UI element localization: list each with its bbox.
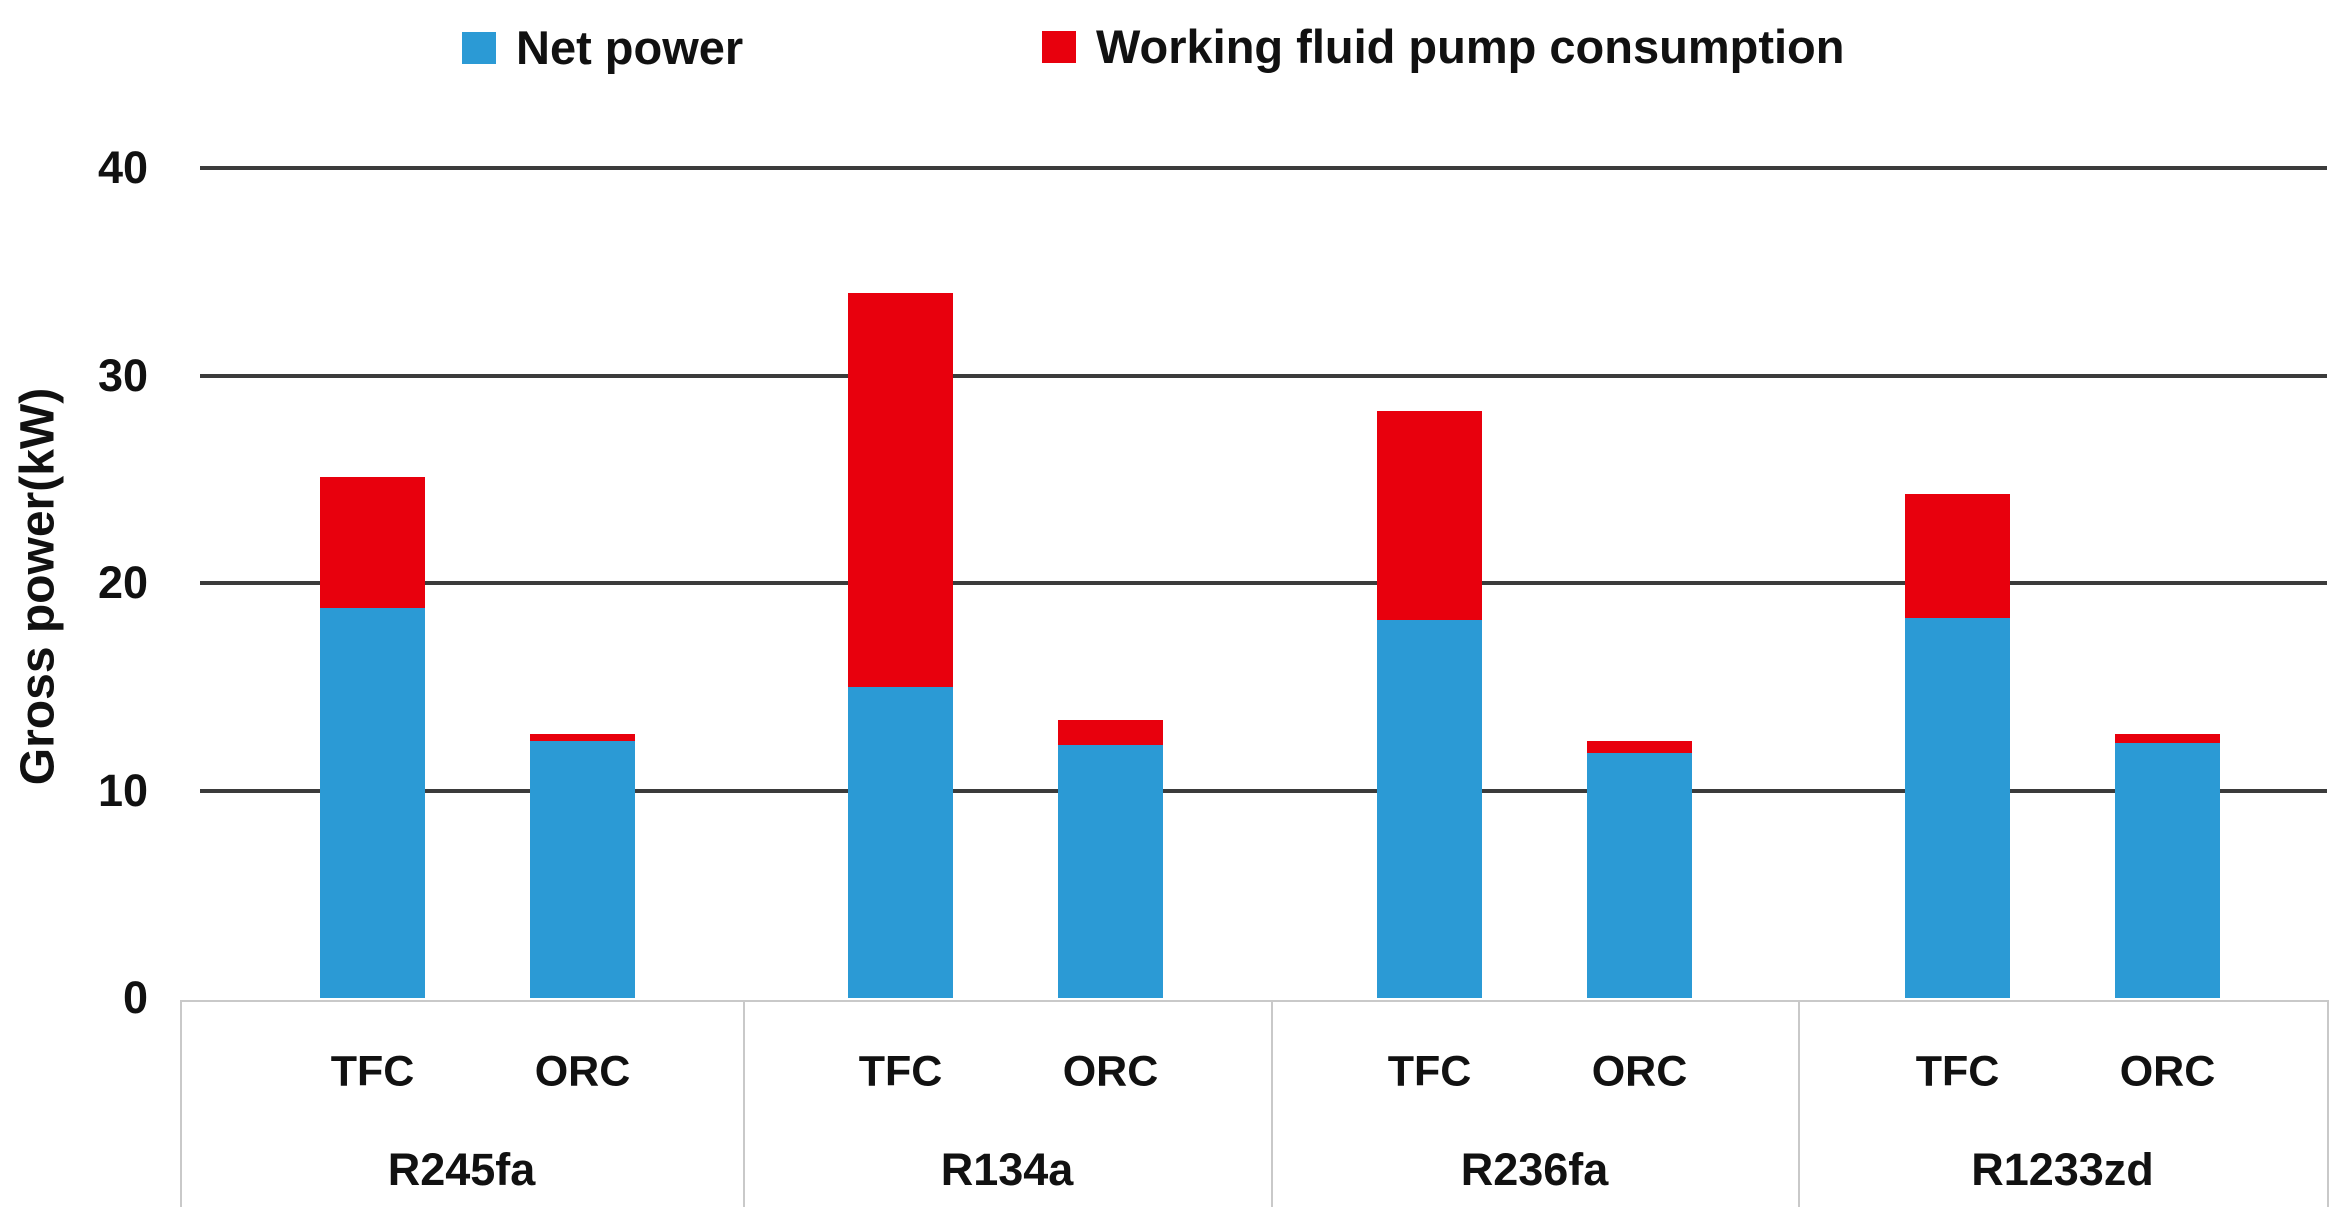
- legend-label-pump-consumption: Working fluid pump consumption: [1096, 20, 1845, 73]
- bar-segment-net-power: [1905, 618, 2010, 998]
- bar-segment-pump-consumption: [1377, 410, 1482, 621]
- bar-segment-net-power: [1058, 744, 1163, 998]
- category-divider: [743, 1000, 745, 1207]
- cycle-label: TFC: [1915, 1047, 2000, 1096]
- category-divider: [1271, 1000, 1273, 1207]
- y-tick-label: 30: [97, 349, 148, 401]
- bar-segment-pump-consumption: [530, 734, 635, 741]
- gridline: [200, 788, 2327, 793]
- refrigerant-label: R1233zd: [1971, 1144, 2154, 1195]
- bar-segment-pump-consumption: [1058, 719, 1163, 745]
- y-tick-label: 0: [122, 972, 148, 1023]
- legend-label-net-power: Net power: [516, 21, 744, 74]
- refrigerant-label: R134a: [940, 1144, 1074, 1195]
- net-power-swatch-icon: [462, 31, 496, 64]
- bar-segment-pump-consumption: [1905, 493, 2010, 619]
- refrigerant-label: R236fa: [1460, 1144, 1609, 1195]
- bar-segment-net-power: [530, 740, 635, 998]
- category-box-top-border: [180, 1000, 2327, 1002]
- cycle-label: ORC: [534, 1047, 631, 1096]
- category-divider: [180, 1000, 182, 1207]
- refrigerant-label: R245fa: [387, 1144, 536, 1195]
- cycle-label: TFC: [1387, 1047, 1472, 1096]
- cycle-label: ORC: [1591, 1047, 1688, 1096]
- cycle-label: ORC: [2119, 1047, 2216, 1096]
- bar-segment-pump-consumption: [320, 477, 425, 608]
- y-tick-label: 10: [97, 764, 148, 816]
- gridline: [200, 166, 2327, 170]
- bar-segment-pump-consumption: [848, 292, 953, 687]
- bar-segment-net-power: [2115, 742, 2220, 998]
- bar-segment-net-power: [1377, 620, 1482, 998]
- bar-segment-pump-consumption: [1587, 740, 1692, 754]
- gridline: [200, 581, 2327, 585]
- cycle-label: ORC: [1062, 1047, 1159, 1096]
- gridline: [200, 373, 2327, 378]
- bar-segment-net-power: [1587, 753, 1692, 998]
- y-tick-label: 40: [97, 142, 148, 193]
- bar-segment-net-power: [848, 686, 953, 998]
- bar-segment-pump-consumption: [2115, 734, 2220, 743]
- bar-segment-net-power: [320, 607, 425, 998]
- y-tick-label: 20: [97, 557, 148, 608]
- cycle-label: TFC: [330, 1047, 415, 1096]
- pump-consumption-swatch-icon: [1042, 30, 1076, 63]
- legend-item-pump-consumption: Working fluid pump consumption: [1042, 19, 1844, 74]
- cycle-label: TFC: [858, 1047, 943, 1096]
- category-divider: [2327, 1000, 2329, 1207]
- legend-item-net-power: Net power: [462, 20, 743, 75]
- category-divider: [1798, 1000, 1800, 1207]
